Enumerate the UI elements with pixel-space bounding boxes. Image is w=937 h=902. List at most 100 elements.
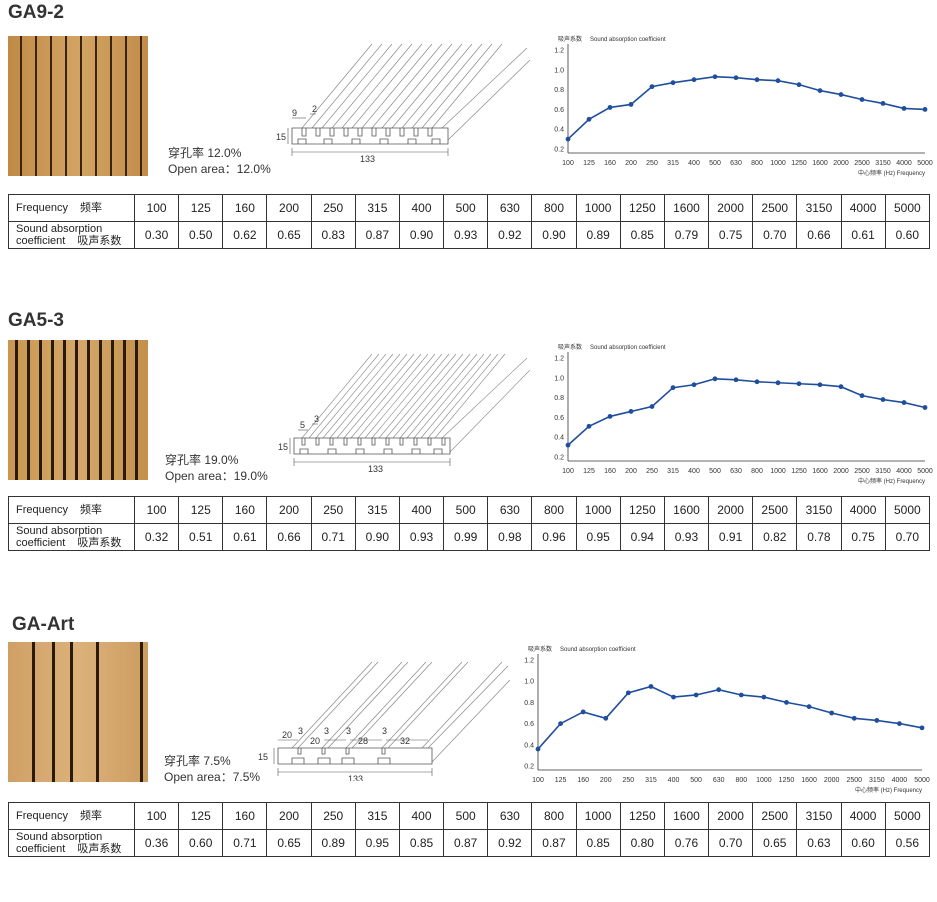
frequency-cell: 2500 [752,802,798,830]
frequency-cell: 125 [178,802,224,830]
frequency-cell: 630 [487,194,533,222]
coefficient-cell: 0.87 [443,829,489,857]
chart-xlabel: 中心频率 (Hz) Frequency [858,477,925,485]
coefficient-label-en-2-text: coefficient [16,537,66,549]
panel-swatch-image [8,642,148,782]
frequency-cell: 125 [178,194,224,222]
chart-xtick-label: 2000 [833,468,849,475]
coefficient-cell: 0.71 [222,829,268,857]
frequency-cell: 500 [443,194,489,222]
chart-xtick-label: 250 [646,160,658,167]
chart-ytick-label: 1.0 [524,679,534,686]
product-title: GA9-2 [8,2,64,23]
frequency-cell: 200 [266,496,312,524]
coefficient-cell: 0.63 [796,829,842,857]
chart-data-point [901,400,907,405]
frequency-cell: 200 [266,802,312,830]
coefficient-cell: 0.90 [398,221,445,249]
chart-data-point [796,82,802,88]
chart-ylabel: 吸声系数 Sound absorption coefficient [558,35,666,43]
frequency-cell: 250 [310,194,356,222]
coefficient-cell: 0.65 [266,221,312,249]
dim-w: 133 [348,774,363,781]
chart-data-point [648,684,654,689]
frequency-row: Frequency 频率 100 125 160 200 250 315 400 500 630 80… [8,496,931,524]
dim-h: 15 [278,442,288,452]
frequency-row: Frequency 频率 100 125 160 200 250 315 400 500 630 80… [8,802,931,830]
product-section-ga9-2: GA9-2 穿孔率 12.0% Open area：12.0% [0,0,937,290]
coefficient-cell: 0.91 [708,523,754,551]
coefficient-label-en-2: coefficient 吸声系数 [16,537,134,549]
chart-data-point [796,381,802,387]
absorption-table: Frequency 频率 100 125 160 200 250 315 400 500 630 80… [8,194,931,249]
coefficient-cell: 0.87 [531,829,577,857]
coefficient-header: Sound absorption coefficient 吸声系数 [8,829,135,857]
chart-data-point [859,393,865,399]
coefficient-label-en-2-text: coefficient [16,235,66,247]
frequency-cell: 1000 [575,194,621,222]
frequency-header: Frequency 频率 [8,194,135,222]
chart-xtick-label: 500 [690,777,702,784]
frequency-label-en: Frequency [16,504,68,516]
open-area-en: Open area：12.0% [168,162,271,176]
chart-xtick-label: 160 [604,160,616,167]
dim-d2: 3 [298,726,303,736]
coefficient-label-en-1: Sound absorption [16,223,103,235]
chart-data-point [880,101,886,106]
chart-data-point [784,700,789,705]
frequency-cell: 400 [398,496,445,524]
chart-data-point [691,77,697,83]
chart-ytick-label: 0.6 [554,415,564,422]
chart-data-point [712,74,718,80]
coefficient-cell: 0.95 [354,829,400,857]
chart-ytick-label: 0.4 [524,742,534,749]
chart-xtick-label: 3150 [875,468,891,475]
frequency-cell: 315 [354,802,400,830]
chart-xtick-label: 125 [583,468,595,475]
coefficient-cell: 0.93 [663,523,710,551]
frequency-cell: 1250 [619,802,665,830]
coefficient-cell: 0.65 [266,829,312,857]
frequency-cell: 2000 [708,194,754,222]
chart-xtick-label: 1250 [791,160,807,167]
product-section-ga-art: GA-Art 穿孔率 7.5% Open area：7.5% [0,612,937,902]
coefficient-cell: 0.94 [619,523,665,551]
chart-xtick-label: 125 [555,777,567,784]
coefficient-cell: 0.51 [178,523,224,551]
chart-xtick-label: 5000 [917,468,933,475]
chart-xtick-label: 100 [562,160,574,167]
dim-d6: 28 [358,736,368,746]
frequency-cell: 5000 [884,194,931,222]
frequency-label-en: Frequency [16,810,68,822]
coefficient-header: Sound absorption coefficient 吸声系数 [8,221,135,249]
frequency-cell: 1000 [575,802,621,830]
chart-data-point [838,92,844,97]
chart-data-point [733,75,739,81]
chart-data-point [874,718,880,723]
chart-ytick-label: 0.2 [554,455,564,462]
coefficient-cell: 0.60 [840,829,886,857]
frequency-cell: 125 [178,496,224,524]
chart-ylabel-en: Sound absorption coefficient [560,647,636,653]
chart-xtick-label: 800 [751,468,763,475]
coefficient-label-en-1: Sound absorption [16,831,103,843]
absorption-table: Frequency 频率 100 125 160 200 250 315 400 500 630 80… [8,496,931,551]
coefficient-cell: 0.82 [752,523,798,551]
chart-xtick-label: 400 [688,160,700,167]
coefficient-cell: 0.61 [840,221,886,249]
chart-data-point [628,409,634,414]
frequency-cell: 200 [266,194,312,222]
chart-xtick-label: 2000 [833,160,849,167]
chart-data-point [738,692,744,698]
chart-data-point [580,709,586,715]
coefficient-cell: 0.70 [884,523,931,551]
frequency-cell: 1250 [619,496,665,524]
absorption-chart: 吸声系数 Sound absorption coefficient 0.2 0.4 0.… [554,343,933,485]
chart-xtick-label: 630 [713,777,725,784]
chart-data-point [625,690,631,696]
coefficient-cell: 0.93 [398,523,445,551]
chart-xtick-label: 630 [730,160,742,167]
coefficient-label-en-2-text: coefficient [16,843,66,855]
frequency-cell: 315 [354,496,400,524]
chart-data-point [761,694,767,700]
